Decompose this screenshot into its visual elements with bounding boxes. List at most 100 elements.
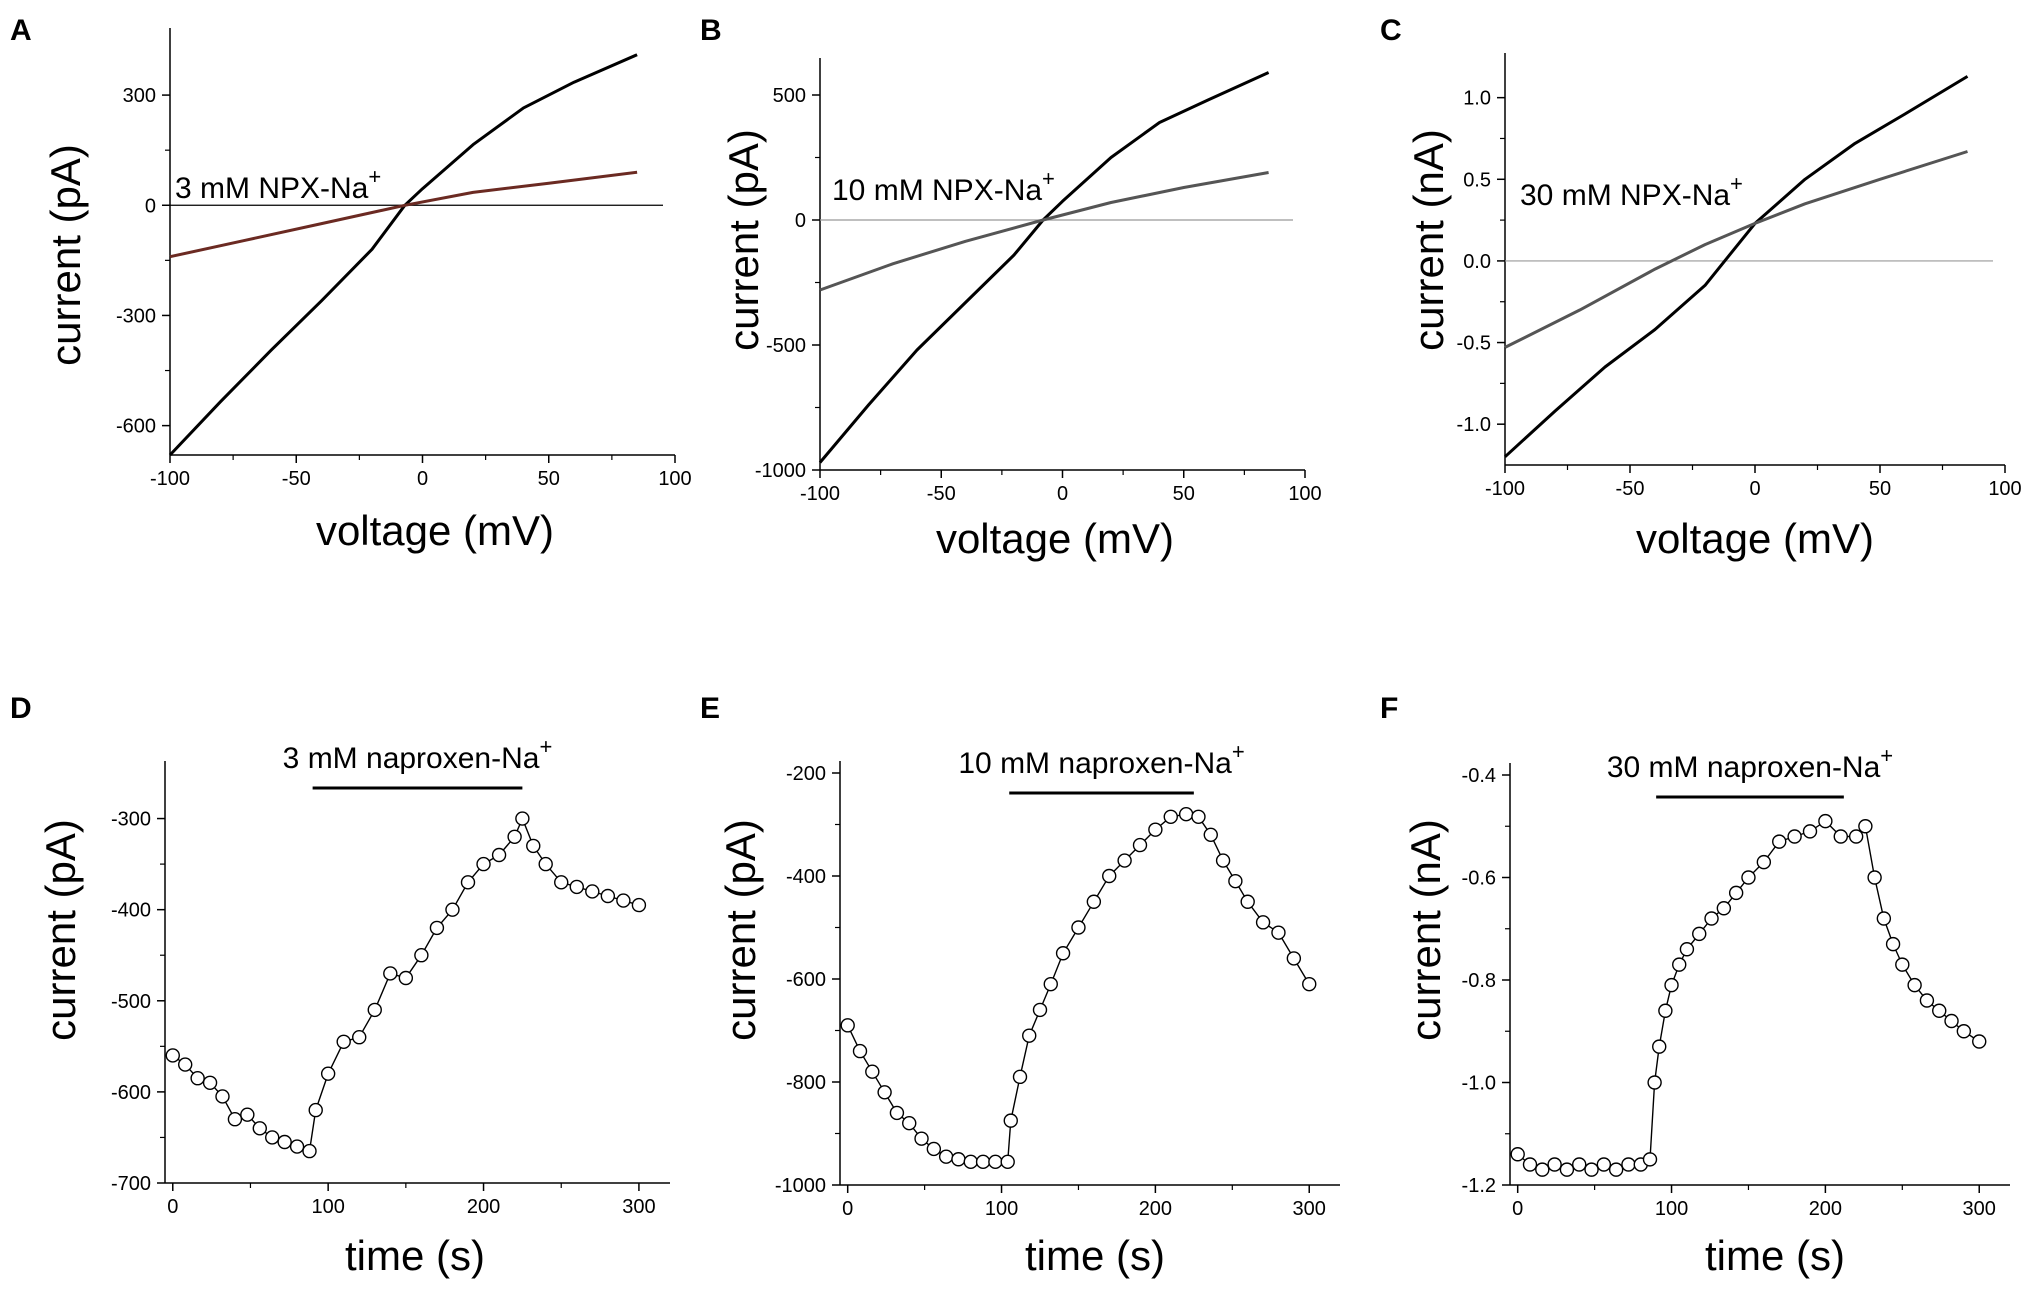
y-tick-label: -1000 bbox=[755, 460, 806, 482]
annotation-label: 10 mM NPX-Na+ bbox=[832, 166, 1055, 207]
application-label: 3 mM naproxen-Na+ bbox=[283, 734, 553, 775]
data-point bbox=[1642, 1152, 1658, 1167]
x-tick-label: 0 bbox=[167, 1196, 178, 1218]
data-point bbox=[445, 902, 460, 917]
y-axis-label: current (pA) bbox=[37, 819, 84, 1041]
panel-letter-B: B bbox=[700, 14, 722, 47]
x-axis-label: voltage (mV) bbox=[316, 507, 554, 554]
data-point bbox=[877, 1085, 892, 1100]
y-tick-label: -1.0 bbox=[1457, 414, 1491, 436]
data-point bbox=[1956, 1024, 1972, 1039]
data-point bbox=[1215, 853, 1231, 868]
x-tick-label: 0 bbox=[417, 468, 428, 490]
data-point bbox=[383, 966, 398, 981]
x-tick-label: -100 bbox=[1485, 478, 1525, 500]
x-tick-label: 100 bbox=[311, 1196, 344, 1218]
data-point bbox=[1203, 827, 1218, 842]
data-point bbox=[1716, 901, 1732, 916]
panel-letter-C: C bbox=[1380, 14, 1402, 47]
data-point bbox=[202, 1075, 218, 1090]
panel-C: C -100 -50 0 50 100 -1.0 -0.5 0.0 0.5 1.0 voltage (… bbox=[1380, 14, 2022, 562]
data-point bbox=[988, 1154, 1003, 1170]
data-point bbox=[1704, 911, 1719, 926]
data-point bbox=[491, 847, 507, 863]
y-axis-label: current (pA) bbox=[720, 129, 767, 351]
x-tick-label: 300 bbox=[1293, 1198, 1326, 1220]
annotation-label: 3 mM NPX-Na+ bbox=[175, 164, 381, 205]
x-tick-label: 100 bbox=[985, 1198, 1018, 1220]
data-point bbox=[1148, 822, 1163, 837]
data-point bbox=[1086, 894, 1102, 909]
x-tick-label: -100 bbox=[150, 468, 190, 490]
data-point bbox=[1944, 1013, 1959, 1029]
data-point bbox=[1240, 894, 1255, 909]
x-tick-label: 50 bbox=[1173, 483, 1195, 505]
x-axis-label: time (s) bbox=[1025, 1232, 1165, 1279]
data-point bbox=[840, 1018, 855, 1033]
data-point bbox=[1535, 1162, 1550, 1177]
y-axis-label: current (pA) bbox=[717, 819, 764, 1041]
y-tick-label: 0 bbox=[145, 195, 156, 217]
data-point bbox=[1043, 976, 1058, 992]
data-point bbox=[367, 1002, 382, 1018]
data-point bbox=[1510, 1147, 1525, 1162]
data-point bbox=[569, 879, 584, 895]
data-point bbox=[1102, 868, 1117, 884]
panel-F: F 0 100 200 300 -1.2 -1.0 -0.8 -0.6 -0.4 time (s) c… bbox=[1380, 692, 2010, 1279]
application-label: 30 mM naproxen-Na+ bbox=[1607, 743, 1893, 784]
data-point bbox=[902, 1115, 917, 1131]
data-point bbox=[1522, 1157, 1538, 1172]
data-point bbox=[1858, 819, 1873, 834]
annotation-label: 30 mM NPX-Na+ bbox=[1520, 171, 1743, 212]
x-tick-label: 0 bbox=[1512, 1198, 1523, 1220]
x-tick-label: -50 bbox=[282, 468, 311, 490]
panel-letter-E: E bbox=[700, 692, 720, 725]
panel-D: D 0 100 200 300 -700 -600 -500 -400 -300 time (s) c… bbox=[10, 692, 670, 1279]
data-point bbox=[1003, 1113, 1018, 1128]
x-axis-label: voltage (mV) bbox=[1636, 515, 1874, 562]
y-tick-label: 300 bbox=[123, 85, 156, 107]
x-tick-label: 300 bbox=[1963, 1198, 1996, 1220]
y-tick-label: -500 bbox=[766, 335, 806, 357]
series-line-drug bbox=[169, 170, 638, 259]
data-point bbox=[398, 970, 414, 986]
data-point bbox=[507, 829, 522, 844]
data-point bbox=[914, 1131, 929, 1146]
data-point bbox=[1907, 977, 1922, 993]
data-point bbox=[252, 1121, 267, 1136]
y-tick-label: 0.0 bbox=[1463, 251, 1491, 273]
application-label: 10 mM naproxen-Na+ bbox=[958, 739, 1244, 780]
data-point bbox=[631, 897, 647, 913]
y-tick-label: -0.5 bbox=[1457, 333, 1491, 355]
data-point bbox=[1163, 809, 1178, 824]
x-tick-label: 100 bbox=[1655, 1198, 1688, 1220]
data-point bbox=[515, 811, 530, 826]
y-tick-label: -600 bbox=[111, 1082, 151, 1104]
data-point bbox=[190, 1071, 205, 1086]
data-point bbox=[1692, 926, 1707, 942]
x-tick-label: 0 bbox=[842, 1198, 853, 1220]
data-point bbox=[1572, 1157, 1587, 1172]
y-tick-label: -0.8 bbox=[1462, 970, 1496, 992]
data-point bbox=[265, 1130, 280, 1145]
data-point bbox=[165, 1048, 180, 1063]
x-tick-label: 100 bbox=[658, 468, 691, 490]
x-tick-label: -50 bbox=[1616, 478, 1645, 500]
y-tick-label: -600 bbox=[116, 416, 156, 438]
x-tick-label: 50 bbox=[1869, 478, 1891, 500]
y-tick-label: -300 bbox=[111, 809, 151, 831]
data-point bbox=[476, 856, 491, 872]
data-point bbox=[938, 1149, 954, 1164]
data-point bbox=[352, 1030, 367, 1045]
y-tick-label: -0.4 bbox=[1462, 765, 1496, 787]
data-point bbox=[951, 1152, 966, 1167]
data-point bbox=[460, 875, 476, 890]
data-point bbox=[963, 1154, 978, 1170]
data-point bbox=[1255, 915, 1271, 930]
series-line-control bbox=[1503, 75, 1969, 458]
data-point bbox=[1286, 951, 1302, 966]
data-point bbox=[308, 1102, 323, 1118]
data-point bbox=[1271, 925, 1286, 940]
x-tick-label: -100 bbox=[800, 483, 840, 505]
